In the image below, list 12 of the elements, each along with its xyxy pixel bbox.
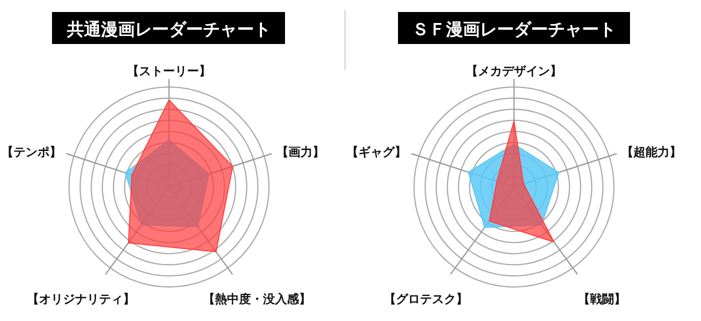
chart-title: ＳＦ漫画レーダーチャート bbox=[412, 20, 616, 40]
spoke-label: 【ギャグ】 bbox=[346, 144, 407, 159]
spoke-label: 【メカデザイン】 bbox=[466, 64, 562, 78]
spoke-label: 【ストーリー】 bbox=[127, 64, 211, 78]
spoke-label: 【オリジナリティ】 bbox=[27, 292, 135, 306]
spoke-label: 【グロテスク】 bbox=[384, 292, 468, 306]
spoke-label: 【超能力】 bbox=[621, 144, 682, 159]
spoke-label: 【戦闘】 bbox=[578, 292, 626, 306]
spoke-label: 【熱中度・没入感】 bbox=[203, 292, 311, 306]
chart-title: 共通漫画レーダーチャート bbox=[66, 20, 271, 40]
spoke-label: 【テンポ】 bbox=[2, 144, 62, 159]
spoke-label: 【画力】 bbox=[276, 144, 324, 159]
